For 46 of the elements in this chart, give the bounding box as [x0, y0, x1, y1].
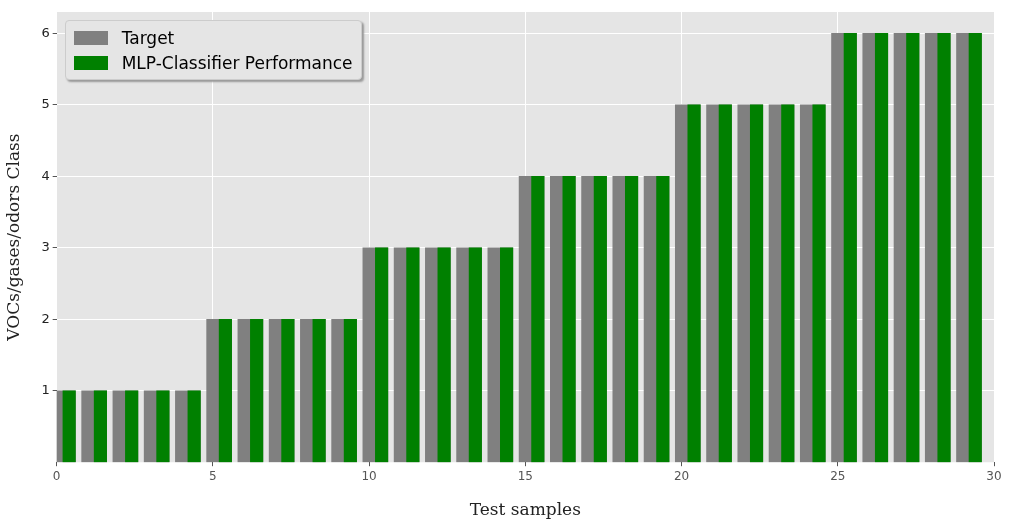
bar — [843, 33, 857, 463]
x-tick-label: 25 — [830, 468, 846, 483]
bar — [749, 104, 764, 463]
bar — [812, 104, 826, 463]
bar — [156, 390, 170, 463]
bar — [93, 390, 107, 463]
y-tick-label: 6 — [41, 24, 50, 40]
x-tick-label: 30 — [986, 468, 1002, 483]
bar — [187, 390, 201, 463]
bar — [718, 104, 732, 463]
bar — [312, 318, 326, 463]
y-tick-label: 2 — [41, 310, 50, 326]
bar — [874, 33, 889, 463]
bar — [968, 33, 982, 463]
bar — [906, 33, 920, 463]
y-tick-label: 1 — [41, 382, 50, 398]
y-tick-label: 4 — [41, 167, 50, 183]
y-tick-label: 3 — [41, 239, 50, 255]
bar — [937, 33, 951, 463]
x-tick-label: 15 — [517, 468, 533, 483]
bar — [250, 318, 264, 463]
bar — [343, 318, 357, 463]
x-tick-label: 20 — [673, 468, 690, 483]
bar — [437, 247, 451, 463]
bar — [531, 176, 545, 463]
bar — [624, 176, 639, 463]
bar — [687, 104, 701, 463]
y-tick-label: 5 — [41, 96, 50, 112]
bar — [125, 390, 139, 463]
y-axis-title: VOCs/gases/odors Class — [2, 133, 23, 342]
bar — [281, 318, 295, 463]
bar — [500, 247, 514, 463]
x-tick-label: 10 — [361, 468, 377, 483]
legend-label: Target — [121, 27, 175, 48]
x-axis-title: Test samples — [469, 499, 581, 520]
bar — [406, 247, 420, 463]
bar — [781, 104, 795, 463]
bar — [468, 247, 482, 463]
legend-label: MLP-Classifier Performance — [121, 52, 353, 73]
x-tick-label: 0 — [52, 468, 61, 483]
bar — [656, 176, 670, 463]
bar — [375, 247, 389, 463]
x-tick-label: 5 — [209, 468, 217, 483]
bar — [562, 176, 576, 463]
bar — [218, 318, 232, 463]
bar — [593, 176, 607, 463]
